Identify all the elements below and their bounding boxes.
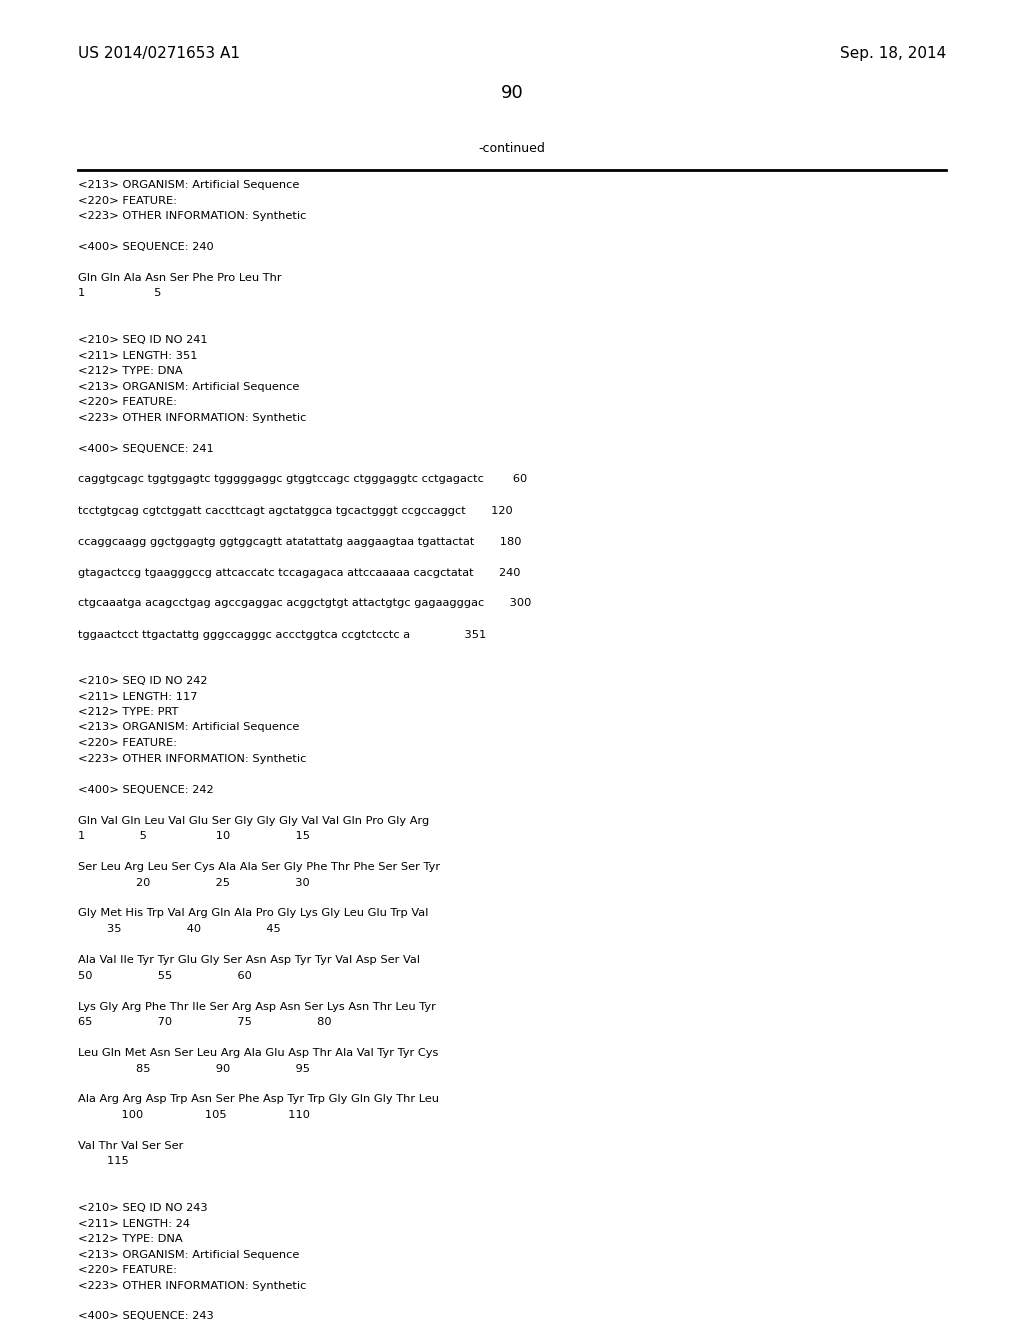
Text: US 2014/0271653 A1: US 2014/0271653 A1 bbox=[78, 46, 240, 61]
Text: <213> ORGANISM: Artificial Sequence: <213> ORGANISM: Artificial Sequence bbox=[78, 381, 299, 392]
Text: 50                  55                  60: 50 55 60 bbox=[78, 970, 252, 981]
Text: 1                   5: 1 5 bbox=[78, 289, 162, 298]
Text: <400> SEQUENCE: 241: <400> SEQUENCE: 241 bbox=[78, 444, 214, 454]
Text: Lys Gly Arg Phe Thr Ile Ser Arg Asp Asn Ser Lys Asn Thr Leu Tyr: Lys Gly Arg Phe Thr Ile Ser Arg Asp Asn … bbox=[78, 1002, 436, 1011]
Text: 65                  70                  75                  80: 65 70 75 80 bbox=[78, 1016, 332, 1027]
Text: Ala Val Ile Tyr Tyr Glu Gly Ser Asn Asp Tyr Tyr Val Asp Ser Val: Ala Val Ile Tyr Tyr Glu Gly Ser Asn Asp … bbox=[78, 954, 420, 965]
Text: Leu Gln Met Asn Ser Leu Arg Ala Glu Asp Thr Ala Val Tyr Tyr Cys: Leu Gln Met Asn Ser Leu Arg Ala Glu Asp … bbox=[78, 1048, 438, 1059]
Text: <210> SEQ ID NO 242: <210> SEQ ID NO 242 bbox=[78, 676, 208, 686]
Text: gtagactccg tgaagggccg attcaccatc tccagagaca attccaaaaa cacgctatat       240: gtagactccg tgaagggccg attcaccatc tccagag… bbox=[78, 568, 520, 578]
Text: Gln Gln Ala Asn Ser Phe Pro Leu Thr: Gln Gln Ala Asn Ser Phe Pro Leu Thr bbox=[78, 273, 282, 282]
Text: <400> SEQUENCE: 240: <400> SEQUENCE: 240 bbox=[78, 242, 214, 252]
Text: <211> LENGTH: 117: <211> LENGTH: 117 bbox=[78, 692, 198, 701]
Text: Gln Val Gln Leu Val Glu Ser Gly Gly Gly Val Val Gln Pro Gly Arg: Gln Val Gln Leu Val Glu Ser Gly Gly Gly … bbox=[78, 816, 429, 825]
Text: <213> ORGANISM: Artificial Sequence: <213> ORGANISM: Artificial Sequence bbox=[78, 722, 299, 733]
Text: <212> TYPE: DNA: <212> TYPE: DNA bbox=[78, 1234, 182, 1243]
Text: 100                 105                 110: 100 105 110 bbox=[78, 1110, 310, 1119]
Text: Ser Leu Arg Leu Ser Cys Ala Ala Ser Gly Phe Thr Phe Ser Ser Tyr: Ser Leu Arg Leu Ser Cys Ala Ala Ser Gly … bbox=[78, 862, 440, 873]
Text: Ala Arg Arg Asp Trp Asn Ser Phe Asp Tyr Trp Gly Gln Gly Thr Leu: Ala Arg Arg Asp Trp Asn Ser Phe Asp Tyr … bbox=[78, 1094, 439, 1105]
Text: <223> OTHER INFORMATION: Synthetic: <223> OTHER INFORMATION: Synthetic bbox=[78, 754, 306, 763]
Text: 85                  90                  95: 85 90 95 bbox=[78, 1064, 310, 1073]
Text: <213> ORGANISM: Artificial Sequence: <213> ORGANISM: Artificial Sequence bbox=[78, 1250, 299, 1259]
Text: 1               5                   10                  15: 1 5 10 15 bbox=[78, 832, 310, 841]
Text: <211> LENGTH: 351: <211> LENGTH: 351 bbox=[78, 351, 198, 360]
Text: 35                  40                  45: 35 40 45 bbox=[78, 924, 281, 935]
Text: 20                  25                  30: 20 25 30 bbox=[78, 878, 309, 887]
Text: tcctgtgcag cgtctggatt caccttcagt agctatggca tgcactgggt ccgccaggct       120: tcctgtgcag cgtctggatt caccttcagt agctatg… bbox=[78, 506, 513, 516]
Text: -continued: -continued bbox=[478, 143, 546, 154]
Text: <400> SEQUENCE: 242: <400> SEQUENCE: 242 bbox=[78, 784, 214, 795]
Text: <212> TYPE: PRT: <212> TYPE: PRT bbox=[78, 708, 178, 717]
Text: <212> TYPE: DNA: <212> TYPE: DNA bbox=[78, 366, 182, 376]
Text: <223> OTHER INFORMATION: Synthetic: <223> OTHER INFORMATION: Synthetic bbox=[78, 413, 306, 422]
Text: Val Thr Val Ser Ser: Val Thr Val Ser Ser bbox=[78, 1140, 183, 1151]
Text: <220> FEATURE:: <220> FEATURE: bbox=[78, 738, 177, 748]
Text: <211> LENGTH: 24: <211> LENGTH: 24 bbox=[78, 1218, 190, 1229]
Text: <220> FEATURE:: <220> FEATURE: bbox=[78, 195, 177, 206]
Text: <210> SEQ ID NO 243: <210> SEQ ID NO 243 bbox=[78, 1203, 208, 1213]
Text: 115: 115 bbox=[78, 1156, 129, 1167]
Text: tggaactcct ttgactattg gggccagggc accctggtca ccgtctcctc a               351: tggaactcct ttgactattg gggccagggc accctgg… bbox=[78, 630, 486, 639]
Text: <213> ORGANISM: Artificial Sequence: <213> ORGANISM: Artificial Sequence bbox=[78, 180, 299, 190]
Text: <210> SEQ ID NO 241: <210> SEQ ID NO 241 bbox=[78, 335, 208, 345]
Text: Gly Met His Trp Val Arg Gln Ala Pro Gly Lys Gly Leu Glu Trp Val: Gly Met His Trp Val Arg Gln Ala Pro Gly … bbox=[78, 908, 428, 919]
Text: ctgcaaatga acagcctgag agccgaggac acggctgtgt attactgtgc gagaagggac       300: ctgcaaatga acagcctgag agccgaggac acggctg… bbox=[78, 598, 531, 609]
Text: <400> SEQUENCE: 243: <400> SEQUENCE: 243 bbox=[78, 1312, 214, 1320]
Text: <223> OTHER INFORMATION: Synthetic: <223> OTHER INFORMATION: Synthetic bbox=[78, 1280, 306, 1291]
Text: <220> FEATURE:: <220> FEATURE: bbox=[78, 397, 177, 407]
Text: ccaggcaagg ggctggagtg ggtggcagtt atatattatg aaggaagtaa tgattactat       180: ccaggcaagg ggctggagtg ggtggcagtt atatatt… bbox=[78, 536, 521, 546]
Text: <223> OTHER INFORMATION: Synthetic: <223> OTHER INFORMATION: Synthetic bbox=[78, 211, 306, 220]
Text: Sep. 18, 2014: Sep. 18, 2014 bbox=[840, 46, 946, 61]
Text: <220> FEATURE:: <220> FEATURE: bbox=[78, 1265, 177, 1275]
Text: 90: 90 bbox=[501, 84, 523, 102]
Text: caggtgcagc tggtggagtc tgggggaggc gtggtccagc ctgggaggtc cctgagactc        60: caggtgcagc tggtggagtc tgggggaggc gtggtcc… bbox=[78, 474, 527, 484]
